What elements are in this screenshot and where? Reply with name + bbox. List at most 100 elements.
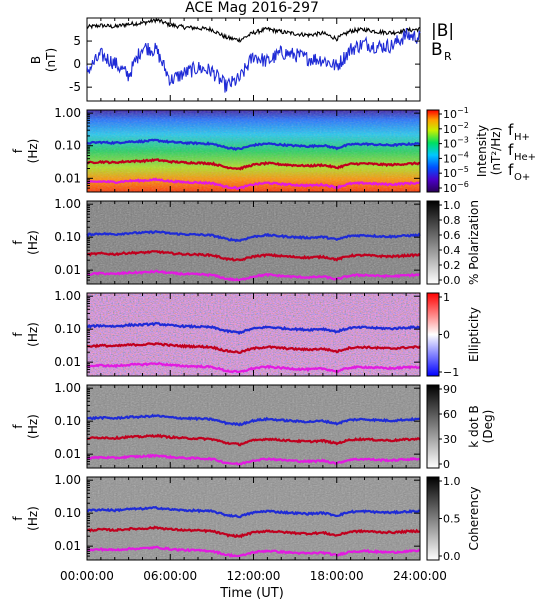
time-tick-label: 00:00:00	[60, 569, 114, 583]
colorbar-label: Coherency	[467, 486, 481, 550]
freq-yunit: (Hz)	[26, 322, 40, 347]
colorbar-tick-label: 0.5	[443, 513, 461, 526]
polarization-panel: 1.00 0.10 0.01 f (Hz) 1.0 0.8 0.6 0.4 0.2 0.0 % Pol…	[11, 197, 481, 287]
legend-gyrofreq: f	[508, 161, 514, 179]
freq-tick-label: 0.10	[54, 230, 81, 244]
time-axis: 00:00:00 06:00:00 12:00:00 18:00:00 24:00:00	[60, 18, 447, 583]
colorbar-tick-label: 0.6	[443, 229, 461, 242]
time-tick-label: 06:00:00	[143, 569, 197, 583]
series-line-b-r	[86, 28, 421, 93]
fhe-line	[86, 342, 421, 355]
colorbar-unit: (nT²/Hz)	[489, 127, 503, 175]
freq-ylabel: f	[11, 516, 25, 521]
colorbar-tick-label: 1.0	[443, 475, 461, 488]
freq-tick-label: 1.00	[54, 289, 81, 303]
coherency-panel: 1.00 0.10 0.01 f (Hz) 1.0 0.5 0.0 Coherency	[11, 473, 481, 563]
colorbar-tick-label: 90	[443, 383, 457, 396]
colorbar-tick-label: 30	[443, 433, 457, 446]
b-yunit: (nT)	[44, 48, 58, 72]
b-ytick-label: -5	[69, 80, 81, 94]
colorbar-tick-label: 0.4	[443, 244, 461, 257]
freq-ylabel: f	[11, 240, 25, 245]
ellipticity-texture	[87, 293, 420, 376]
colorbar-tick-label: 10	[443, 108, 457, 121]
freq-yunit: (Hz)	[26, 506, 40, 531]
colorbar-label: Intensity	[475, 125, 489, 177]
time-tick-label: 24:00:00	[393, 569, 447, 583]
polarization-colorbar	[426, 200, 440, 285]
colorbar-tick-label: 10	[443, 167, 457, 180]
colorbar-tick-exponent: −4	[457, 150, 469, 159]
b-ytick-label: 0	[73, 57, 81, 71]
fo-line	[86, 361, 421, 374]
fh-line	[86, 229, 421, 243]
fhe-line	[86, 525, 420, 539]
coherency-texture	[87, 477, 420, 560]
legend-b-magnitude: |B|	[431, 21, 454, 41]
fhe-line	[86, 433, 421, 447]
legend-gyrofreq-subscript: H+	[514, 132, 530, 143]
colorbar-tick-label: 10	[443, 123, 457, 136]
intensity-panel: 1.000.100.01f (Hz)10−110−210−310−410 −510−…	[11, 106, 503, 195]
colorbar-tick-exponent: −5	[457, 165, 469, 174]
freq-tick-label: 1.00	[54, 106, 81, 120]
fhe-line	[86, 249, 421, 262]
freq-yunit: (Hz)	[26, 414, 40, 439]
colorbar-tick-label: 10	[443, 152, 457, 165]
colorbar-tick-label: 0.2	[443, 259, 461, 272]
freq-tick-label: 1.00	[54, 473, 81, 487]
colorbar-tick-label: 0	[443, 329, 450, 342]
freq-tick-label: 1.00	[54, 381, 81, 395]
colorbar-label: % Polarization	[467, 200, 481, 285]
x-axis-label: Time (UT)	[219, 586, 284, 600]
fo-line	[86, 545, 421, 558]
freq-tick-label: 0.01	[54, 355, 81, 369]
freq-ylabel: f	[11, 148, 25, 153]
colorbar-tick-exponent: −3	[457, 136, 469, 145]
colorbar-tick-label: 10	[443, 182, 457, 195]
fh-line	[86, 505, 420, 519]
freq-tick-label: 0.01	[54, 171, 81, 185]
freq-ylabel: f	[11, 332, 25, 337]
freq-ylabel: f	[11, 424, 25, 429]
colorbar-tick-label: 0.0	[443, 550, 461, 563]
colorbar-tick-exponent: −1	[457, 106, 469, 115]
fo-line	[86, 453, 421, 466]
intensity-colorbar	[426, 109, 440, 193]
time-tick-label: 18:00:00	[310, 569, 364, 583]
legend-gyrofreq: f	[508, 141, 514, 159]
colorbar-tick-exponent: −6	[457, 180, 469, 189]
legend-gyrofreq: f	[508, 121, 514, 139]
figure-title: ACE Mag 2016-297	[185, 0, 319, 16]
freq-tick-label: 0.01	[54, 263, 81, 277]
freq-yunit: (Hz)	[26, 230, 40, 255]
b-ytick-label: 5	[73, 34, 81, 48]
colorbar-tick-label: 0.0	[443, 274, 461, 287]
freq-tick-label: 0.01	[54, 447, 81, 461]
colorbar-tick-label: 10	[443, 138, 457, 151]
intensity-texture	[87, 110, 420, 192]
freq-tick-label: 1.00	[54, 197, 81, 211]
ellipticity-colorbar	[426, 292, 440, 377]
k-dot-b-panel: 1.00 0.10 0.01 f (Hz) 90 60 30 0 k dot B (Deg)	[11, 381, 495, 471]
fhe-line	[86, 157, 420, 171]
colorbar-label: Ellipticity	[467, 307, 481, 362]
freq-tick-label: 0.10	[54, 139, 81, 153]
freq-yunit: (Hz)	[26, 139, 40, 164]
colorbar-unit: (Deg)	[481, 410, 495, 444]
colorbar-tick-label: 0.8	[443, 214, 461, 227]
ellipticity-panel: 1.00 0.10 0.01 f (Hz) 1 0 −1 Ellipticity	[11, 289, 481, 379]
fh-line	[86, 321, 421, 335]
colorbar-tick-label: −1	[443, 366, 459, 379]
freq-tick-label: 0.10	[54, 414, 81, 428]
freq-tick-label: 0.10	[54, 506, 81, 520]
freq-tick-label: 0.01	[54, 539, 81, 553]
colorbar-tick-label: 1	[443, 291, 450, 304]
colorbar-tick-exponent: −2	[457, 121, 469, 130]
colorbar-tick-label: 1.0	[443, 199, 461, 212]
freq-tick-label: 0.10	[54, 322, 81, 336]
fh-line	[86, 138, 421, 151]
legend-gyrofreq-subscript: O+	[514, 172, 530, 183]
series-line-b-magnitude	[86, 17, 421, 44]
